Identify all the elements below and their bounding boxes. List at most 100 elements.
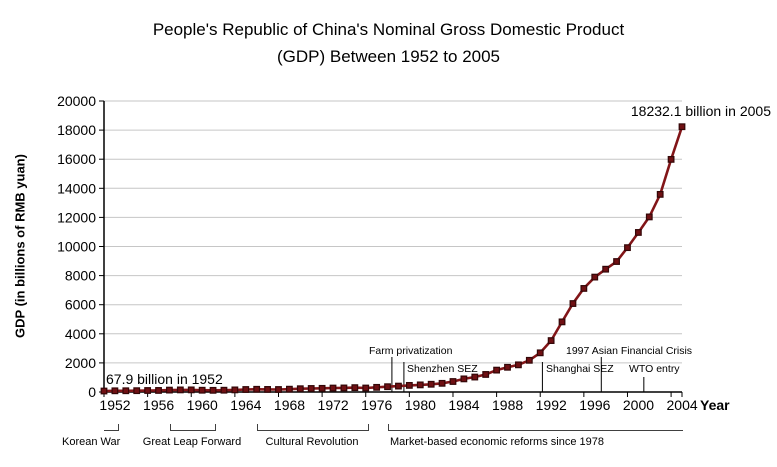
gdp-data-point	[613, 258, 620, 265]
gdp-data-point	[667, 155, 675, 163]
market-reforms-bracket	[388, 424, 683, 431]
y-tick-label: 2000	[65, 355, 96, 371]
gdp-data-point	[525, 356, 533, 364]
gdp-data-point	[111, 387, 119, 395]
gdp-data-point	[373, 383, 381, 391]
gdp-data-point	[580, 285, 588, 292]
cultural-revolution-label: Cultural Revolution	[265, 436, 359, 448]
gdp-data-point	[362, 384, 370, 392]
gdp-data-point	[438, 379, 446, 387]
gdp-data-point	[351, 384, 359, 392]
x-tick-label: 1980	[405, 397, 436, 413]
x-tick-label: 2000	[623, 397, 654, 413]
gdp-data-point	[678, 123, 686, 131]
gdp-data-point	[405, 381, 413, 389]
gdp-data-point	[634, 229, 642, 236]
y-tick-label: 0	[88, 384, 96, 400]
x-tick-label: 1960	[187, 397, 218, 413]
gdp-data-point	[427, 380, 435, 388]
cultural-revolution-bracket	[257, 424, 369, 431]
chart-title-line2: (GDP) Between 1952 to 2005	[276, 47, 501, 66]
gdp-data-point	[198, 386, 206, 394]
y-tick-label: 14000	[57, 180, 96, 196]
chart-title: People's Republic of China's Nominal Gro…	[0, 16, 777, 70]
annotation-1952-value: 67.9 billion in 1952	[106, 371, 223, 387]
x-tick-label: 1972	[318, 397, 349, 413]
x-tick-label: 1984	[448, 397, 479, 413]
gdp-data-point	[591, 273, 599, 281]
y-tick-label: 16000	[57, 151, 96, 167]
gdp-data-point	[329, 384, 337, 392]
x-tick-label: 1976	[361, 397, 392, 413]
gdp-data-point	[624, 244, 631, 252]
gdp-data-point	[645, 213, 653, 221]
gdp-data-point	[122, 387, 130, 395]
gdp-data-point	[285, 385, 293, 393]
y-tick-label: 4000	[65, 326, 96, 342]
farm-privatization-label: Farm privatization	[369, 345, 453, 357]
x-tick-label: 2004	[667, 397, 698, 413]
chart-title-line1: People's Republic of China's Nominal Gro…	[152, 20, 625, 39]
gdp-data-point	[100, 387, 108, 395]
x-tick-label: 1952	[99, 397, 130, 413]
x-tick-label: 1988	[492, 397, 523, 413]
gdp-data-point	[253, 385, 261, 393]
wto-entry-label: WTO entry	[629, 363, 680, 375]
gdp-data-point	[536, 349, 544, 357]
x-tick-label: 1996	[579, 397, 610, 413]
x-tick-label: 1992	[536, 397, 567, 413]
gdp-data-point	[460, 375, 468, 383]
gdp-data-point	[482, 371, 490, 378]
gdp-data-point	[264, 386, 271, 393]
gdp-data-point	[231, 386, 239, 394]
gdp-data-point	[395, 382, 402, 390]
gdp-data-point	[416, 381, 424, 389]
gdp-data-point	[275, 386, 282, 393]
gdp-data-point	[504, 363, 511, 371]
x-axis-title: Year	[700, 397, 730, 413]
gdp-data-point	[242, 386, 250, 393]
gdp-data-point	[547, 337, 555, 344]
gdp-data-point	[558, 318, 566, 326]
y-tick-label: 8000	[65, 268, 96, 284]
gdp-data-point	[449, 378, 457, 385]
y-tick-label: 18000	[57, 122, 96, 138]
gdp-data-point	[569, 300, 577, 307]
x-tick-label: 1964	[230, 397, 261, 413]
x-tick-label: 1968	[274, 397, 305, 413]
shenzhen-sez-label: Shenzhen SEZ	[407, 363, 478, 375]
y-tick-label: 12000	[57, 209, 96, 225]
great-leap-forward-label: Great Leap Forward	[142, 436, 242, 448]
gdp-data-point	[296, 385, 304, 393]
gdp-data-point	[133, 387, 141, 395]
asian-financial-crisis-label: 1997 Asian Financial Crisis	[566, 345, 692, 357]
gdp-data-point	[493, 366, 501, 374]
market-reforms-label: Market-based economic reforms since 1978	[390, 436, 604, 448]
gdp-data-point	[176, 386, 184, 394]
gdp-data-point	[209, 386, 217, 394]
gdp-data-point	[220, 386, 228, 394]
gdp-data-point	[384, 383, 391, 391]
korean-war-bracket	[104, 424, 119, 431]
gdp-data-point	[656, 190, 664, 198]
gdp-data-point	[187, 386, 195, 394]
y-tick-label: 20000	[57, 93, 96, 109]
gdp-data-point	[166, 386, 173, 394]
gdp-data-point	[340, 384, 348, 392]
x-tick-label: 1956	[143, 397, 174, 413]
korean-war-label: Korean War	[62, 436, 121, 448]
y-tick-label: 6000	[65, 297, 96, 313]
y-tick-label: 10000	[57, 239, 96, 255]
gdp-data-point	[602, 265, 610, 273]
gdp-data-point	[155, 387, 162, 394]
gdp-data-point	[471, 373, 479, 381]
great-leap-forward-bracket	[170, 424, 216, 431]
shanghai-sez-label: Shanghai SEZ	[546, 363, 614, 375]
gdp-data-point	[515, 361, 522, 369]
annotation-2005-value: 18232.1 billion in 2005	[630, 103, 771, 119]
gdp-data-point	[318, 384, 326, 392]
gdp-data-point	[307, 385, 315, 392]
gdp-data-point	[144, 387, 152, 394]
